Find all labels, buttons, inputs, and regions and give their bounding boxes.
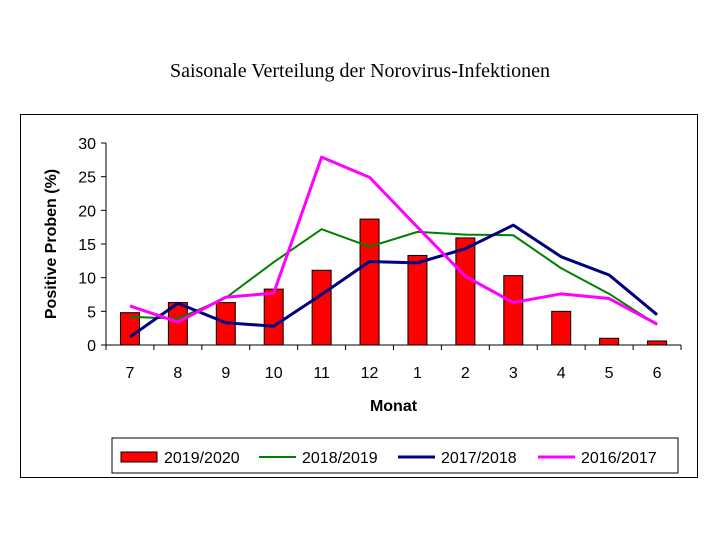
legend-label-2017-2018: 2017/2018	[441, 450, 517, 467]
y-tick-label-25: 25	[78, 170, 96, 187]
bar-2019-2020-6	[647, 340, 668, 346]
x-tick-label-7: 7	[126, 365, 135, 382]
x-tick-label-11: 11	[313, 365, 330, 382]
legend-label-2016-2017: 2016/2017	[581, 450, 657, 467]
bar-2019-2020-1	[407, 254, 428, 346]
x-tick-label-2: 2	[461, 365, 470, 382]
bar-2019-2020-4	[551, 310, 572, 346]
legend-label-2019-2020: 2019/2020	[164, 450, 240, 467]
chart-title: Saisonale Verteilung der Norovirus-Infek…	[169, 60, 551, 82]
bar-2019-2020-2	[455, 237, 476, 346]
y-tick-label-0: 0	[87, 338, 96, 355]
x-tick-label-4: 4	[557, 365, 566, 382]
series-line-2017-2018	[129, 223, 658, 339]
y-tick-label-20: 20	[78, 203, 96, 220]
x-tick-label-10: 10	[265, 365, 283, 382]
y-tick-label-5: 5	[87, 304, 96, 321]
y-axis-title: Positive Proben (%)	[43, 169, 60, 319]
legend-box	[111, 437, 679, 474]
x-tick-label-12: 12	[361, 365, 379, 382]
series-line-2016-2017	[129, 155, 658, 326]
y-tick-label-15: 15	[78, 237, 96, 254]
x-axis-title: Monat	[370, 398, 418, 415]
bar-2019-2020-10	[263, 288, 284, 346]
legend-label-2018-2019: 2018/2019	[302, 450, 378, 467]
legend-swatch-2019-2020	[120, 451, 158, 463]
x-tick-label-3: 3	[509, 365, 518, 382]
bar-2019-2020-5	[599, 337, 620, 346]
bar-2019-2020-3	[503, 275, 524, 346]
x-tick-label-8: 8	[173, 365, 182, 382]
x-tick-label-6: 6	[653, 365, 662, 382]
x-tick-label-1: 1	[413, 365, 422, 382]
x-tick-label-5: 5	[605, 365, 614, 382]
x-tick-label-9: 9	[221, 365, 230, 382]
y-tick-label-10: 10	[78, 271, 96, 288]
bar-2019-2020-11	[311, 269, 332, 346]
series-line-2018-2019	[129, 228, 658, 326]
bar-2019-2020-12	[359, 218, 380, 346]
y-tick-label-30: 30	[78, 136, 96, 153]
